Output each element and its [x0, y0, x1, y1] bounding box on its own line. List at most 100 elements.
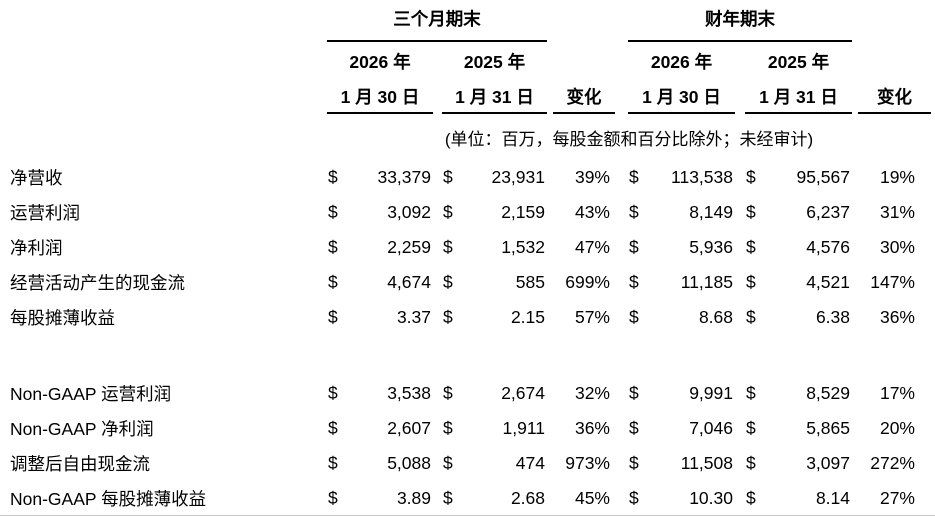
- cell-q-2025: $ 585: [442, 272, 547, 293]
- cell-q-change: 43%: [574, 202, 610, 222]
- cell-fy-2026-value: 11,508: [680, 453, 733, 473]
- dollar-sign: $: [328, 383, 338, 403]
- cell-fy-2026: $ 11,185: [628, 272, 735, 293]
- cell-q-change: 973%: [565, 453, 610, 473]
- gaap-section: 净营收 $ 33,379 $ 23,931 39% $ 113,538 $ 95…: [0, 160, 935, 335]
- cell-fy-2026-value: 10.30: [689, 488, 733, 508]
- dollar-sign: $: [746, 488, 756, 508]
- dollar-sign: $: [443, 383, 453, 403]
- dollar-sign: $: [443, 272, 453, 292]
- cell-fy-2025-value: 4,521: [806, 272, 850, 292]
- cell-fy-change: 20%: [879, 418, 915, 438]
- cell-fy-change: 272%: [870, 453, 915, 473]
- cell-q-2026-value: 3,538: [387, 383, 431, 403]
- table-row: 每股摊薄收益 $ 3.37 $ 2.15 57% $ 8.68 $ 6.38 3…: [0, 300, 935, 335]
- col-header-fy-2026-year: 2026 年: [650, 51, 713, 72]
- dollar-sign: $: [328, 453, 338, 473]
- col-header-fy-2026-date: 1 月 30 日: [628, 80, 735, 114]
- dollar-sign: $: [443, 167, 453, 187]
- cell-q-2026: $ 2,259: [327, 237, 433, 258]
- cell-fy-change: 17%: [879, 383, 915, 403]
- cell-fy-2025-value: 5,865: [806, 418, 850, 438]
- cell-q-2025: $ 1,911: [442, 418, 547, 439]
- cell-q-2026-value: 5,088: [387, 453, 431, 473]
- row-label: 经营活动产生的现金流: [10, 273, 185, 293]
- cell-q-2026-value: 4,674: [387, 272, 431, 292]
- unit-note-row: (单位：百万，每股金额和百分比除外；未经审计): [0, 114, 935, 160]
- cell-q-change: 39%: [574, 167, 610, 187]
- row-label: 净营收: [10, 168, 63, 188]
- unit-note: (单位：百万，每股金额和百分比除外；未经审计): [444, 129, 814, 149]
- cell-q-2026: $ 5,088: [327, 453, 433, 474]
- dollar-sign: $: [746, 237, 756, 257]
- cell-fy-2025: $ 6,237: [745, 202, 852, 223]
- table-row: 净营收 $ 33,379 $ 23,931 39% $ 113,538 $ 95…: [0, 160, 935, 195]
- dollar-sign: $: [328, 237, 338, 257]
- row-label: Non-GAAP 净利润: [10, 419, 154, 439]
- cell-fy-2026-value: 8,149: [689, 202, 733, 222]
- dollar-sign: $: [443, 418, 453, 438]
- cell-q-2025-value: 2.15: [510, 307, 545, 327]
- cell-fy-2026-value: 11,185: [680, 272, 733, 292]
- cell-fy-2025-value: 6,237: [806, 202, 850, 222]
- table-row: Non-GAAP 净利润 $ 2,607 $ 1,911 36% $ 7,046…: [0, 411, 935, 446]
- cell-fy-2026-value: 5,936: [689, 237, 733, 257]
- dollar-sign: $: [443, 488, 453, 508]
- table-row: 运营利润 $ 3,092 $ 2,159 43% $ 8,149 $ 6,237…: [0, 195, 935, 230]
- cell-q-2025: $ 474: [442, 453, 547, 474]
- cell-q-2026: $ 4,674: [327, 272, 433, 293]
- cell-q-2025-value: 585: [515, 272, 545, 292]
- cell-fy-2026: $ 10.30: [628, 488, 735, 509]
- cell-fy-2026: $ 7,046: [628, 418, 735, 439]
- cell-q-2025-value: 1,532: [501, 237, 545, 257]
- cell-fy-change: 36%: [879, 307, 915, 327]
- cell-fy-2026: $ 113,538: [628, 167, 735, 188]
- dollar-sign: $: [629, 418, 639, 438]
- cell-fy-change: 30%: [879, 237, 915, 257]
- dollar-sign: $: [746, 272, 756, 292]
- cell-q-2025-value: 2,159: [501, 202, 545, 222]
- cell-q-2025: $ 2.68: [442, 488, 547, 509]
- cell-fy-2025: $ 8,529: [745, 383, 852, 404]
- table-row: 净利润 $ 2,259 $ 1,532 47% $ 5,936 $ 4,576 …: [0, 230, 935, 265]
- cell-q-change: 32%: [574, 383, 610, 403]
- cell-q-2025: $ 2,674: [442, 383, 547, 404]
- cell-q-change: 699%: [565, 272, 610, 292]
- section-spacer: [0, 335, 935, 376]
- row-label: 运营利润: [10, 203, 80, 223]
- cell-fy-2025: $ 8.14: [745, 488, 852, 509]
- cell-q-2026: $ 3.89: [327, 488, 433, 509]
- cell-fy-2025: $ 5,865: [745, 418, 852, 439]
- col-header-q-2025-year: 2025 年: [463, 51, 526, 72]
- dollar-sign: $: [328, 167, 338, 187]
- dollar-sign: $: [629, 488, 639, 508]
- cell-fy-change: 31%: [879, 202, 915, 222]
- col-header-fy-2025-date: 1 月 31 日: [745, 80, 852, 114]
- dollar-sign: $: [746, 202, 756, 222]
- col-header-q-change: 变化: [553, 80, 615, 114]
- cell-q-2026-value: 3.37: [396, 307, 431, 327]
- cell-fy-2025: $ 95,567: [745, 167, 852, 188]
- dollar-sign: $: [746, 167, 756, 187]
- cell-fy-change: 27%: [879, 488, 915, 508]
- cell-q-2025: $ 2,159: [442, 202, 547, 223]
- table-row: Non-GAAP 运营利润 $ 3,538 $ 2,674 32% $ 9,99…: [0, 376, 935, 411]
- dollar-sign: $: [629, 383, 639, 403]
- cell-q-2026-value: 3,092: [387, 202, 431, 222]
- col-header-q-2026-year: 2026 年: [349, 51, 411, 72]
- dollar-sign: $: [328, 418, 338, 438]
- cell-q-2025-value: 1,911: [502, 418, 546, 438]
- table-row: 调整后自由现金流 $ 5,088 $ 474 973% $ 11,508 $ 3…: [0, 446, 935, 481]
- group-header-quarter-label: 三个月期末: [393, 9, 481, 29]
- cell-q-2026-value: 3.89: [396, 488, 431, 508]
- cell-fy-2026: $ 8.68: [628, 307, 735, 328]
- cell-q-2026: $ 2,607: [327, 418, 433, 439]
- dollar-sign: $: [629, 307, 639, 327]
- cell-fy-2025: $ 3,097: [745, 453, 852, 474]
- cell-fy-2025: $ 6.38: [745, 307, 852, 328]
- cell-fy-2026-value: 7,046: [689, 418, 733, 438]
- dollar-sign: $: [629, 453, 639, 473]
- dollar-sign: $: [746, 453, 756, 473]
- cell-fy-2026: $ 5,936: [628, 237, 735, 258]
- row-label: 净利润: [10, 238, 63, 258]
